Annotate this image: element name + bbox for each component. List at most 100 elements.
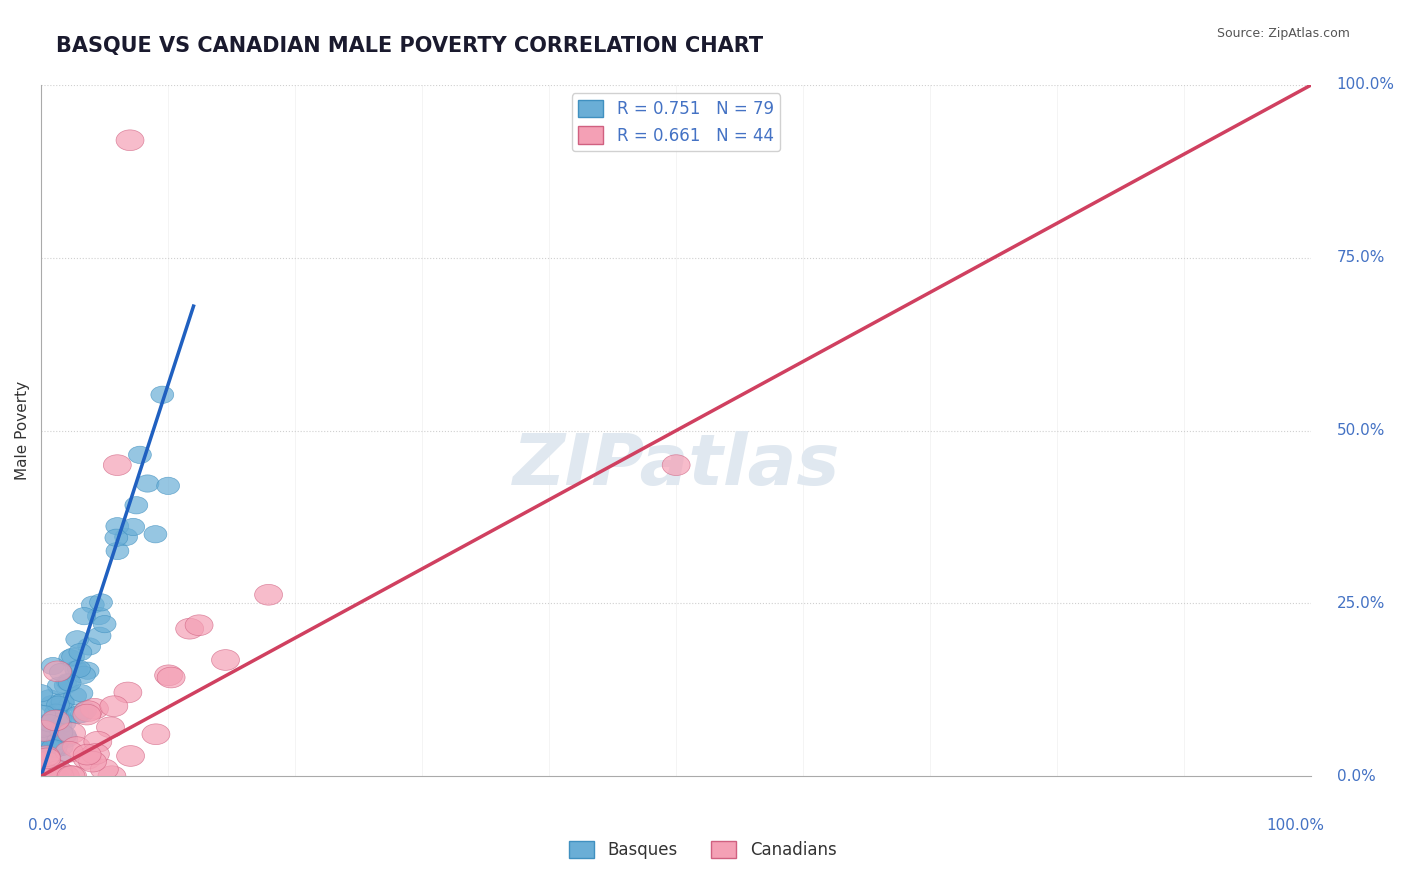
Ellipse shape [76,662,98,680]
Ellipse shape [62,648,84,665]
Ellipse shape [32,718,55,735]
Ellipse shape [105,529,128,547]
Ellipse shape [31,721,58,741]
Text: 0.0%: 0.0% [28,818,67,832]
Ellipse shape [30,684,52,702]
Ellipse shape [39,728,62,746]
Ellipse shape [69,643,91,661]
Ellipse shape [38,765,60,782]
Ellipse shape [30,766,58,787]
Ellipse shape [32,744,55,761]
Text: 100.0%: 100.0% [1337,78,1395,93]
Ellipse shape [49,716,72,734]
Text: BASQUE VS CANADIAN MALE POVERTY CORRELATION CHART: BASQUE VS CANADIAN MALE POVERTY CORRELAT… [56,36,763,55]
Ellipse shape [38,714,60,732]
Legend: Basques, Canadians: Basques, Canadians [562,834,844,866]
Ellipse shape [662,455,690,475]
Ellipse shape [39,726,63,744]
Ellipse shape [58,674,82,691]
Ellipse shape [32,767,55,785]
Ellipse shape [52,767,75,785]
Ellipse shape [58,766,84,787]
Ellipse shape [211,649,239,671]
Ellipse shape [41,766,69,787]
Ellipse shape [105,517,129,535]
Ellipse shape [79,751,107,772]
Ellipse shape [89,627,111,644]
Ellipse shape [70,684,93,702]
Ellipse shape [117,130,143,151]
Ellipse shape [82,596,104,614]
Ellipse shape [176,618,204,639]
Ellipse shape [51,764,79,785]
Ellipse shape [37,714,60,731]
Ellipse shape [73,744,101,765]
Ellipse shape [46,766,73,787]
Ellipse shape [52,695,75,712]
Ellipse shape [49,664,72,681]
Ellipse shape [155,665,183,686]
Ellipse shape [52,766,80,787]
Ellipse shape [59,766,87,787]
Ellipse shape [117,746,145,766]
Ellipse shape [67,660,90,678]
Ellipse shape [93,615,117,632]
Ellipse shape [31,760,53,777]
Ellipse shape [51,693,75,710]
Ellipse shape [41,696,63,713]
Ellipse shape [98,766,127,787]
Ellipse shape [34,739,58,756]
Ellipse shape [53,728,76,745]
Ellipse shape [80,698,108,719]
Ellipse shape [58,723,86,744]
Ellipse shape [104,455,131,475]
Ellipse shape [66,631,89,648]
Ellipse shape [186,615,214,636]
Ellipse shape [51,739,73,756]
Ellipse shape [73,748,101,769]
Ellipse shape [100,696,128,716]
Ellipse shape [37,735,59,753]
Text: ZIPatlas: ZIPatlas [512,431,839,500]
Ellipse shape [32,752,60,772]
Ellipse shape [59,649,82,667]
Ellipse shape [156,477,180,494]
Ellipse shape [45,732,67,749]
Ellipse shape [65,661,87,678]
Ellipse shape [42,724,65,741]
Text: 50.0%: 50.0% [1337,423,1385,438]
Ellipse shape [254,584,283,605]
Ellipse shape [73,666,96,683]
Ellipse shape [46,732,69,749]
Ellipse shape [142,724,170,745]
Ellipse shape [55,677,77,694]
Ellipse shape [55,731,77,747]
Text: 25.0%: 25.0% [1337,596,1385,611]
Ellipse shape [44,661,72,681]
Ellipse shape [53,714,76,731]
Ellipse shape [75,701,103,722]
Ellipse shape [97,717,125,738]
Ellipse shape [49,698,72,715]
Text: Source: ZipAtlas.com: Source: ZipAtlas.com [1216,27,1350,40]
Ellipse shape [87,607,110,624]
Ellipse shape [39,766,67,787]
Ellipse shape [45,761,72,781]
Ellipse shape [77,638,101,655]
Ellipse shape [122,518,145,535]
Ellipse shape [128,446,152,464]
Text: 75.0%: 75.0% [1337,251,1385,265]
Ellipse shape [32,706,56,723]
Ellipse shape [48,677,70,695]
Ellipse shape [49,709,72,726]
Ellipse shape [56,673,80,690]
Text: 100.0%: 100.0% [1265,818,1324,832]
Ellipse shape [48,749,70,766]
Ellipse shape [73,607,96,624]
Ellipse shape [32,746,60,766]
Ellipse shape [62,737,90,757]
Ellipse shape [150,386,174,403]
Ellipse shape [136,475,159,492]
Ellipse shape [90,759,118,780]
Ellipse shape [44,734,67,751]
